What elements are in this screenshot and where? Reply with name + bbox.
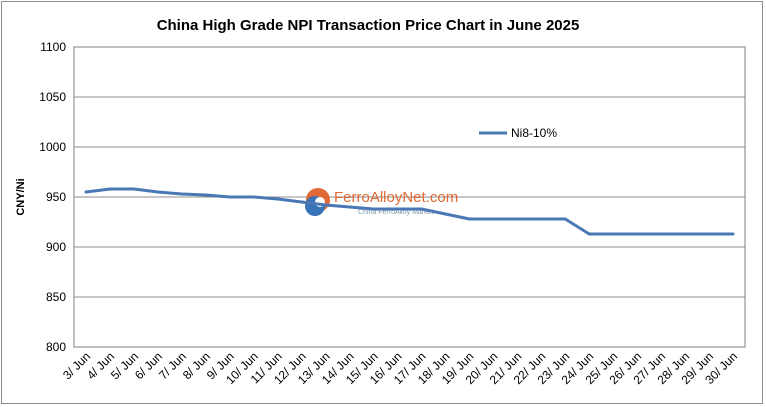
data-point xyxy=(180,192,184,196)
data-point xyxy=(252,195,256,199)
y-tick-label: 1000 xyxy=(39,140,66,154)
watermark-subtext: China FerroAlloy Market xyxy=(358,209,434,216)
data-point xyxy=(731,232,735,236)
data-point xyxy=(204,193,208,197)
data-point xyxy=(515,217,519,221)
data-point xyxy=(396,207,400,211)
data-point xyxy=(132,187,136,191)
series-line xyxy=(85,187,733,236)
data-point xyxy=(443,212,447,216)
y-axis-ticks: 800 850 900 950 1000 1050 1100 xyxy=(39,40,66,354)
y-tick-label: 950 xyxy=(46,190,66,204)
data-point xyxy=(324,203,328,207)
data-point xyxy=(587,232,591,236)
data-point xyxy=(84,190,88,194)
legend-label: Ni8-10% xyxy=(511,126,557,140)
y-tick-label: 800 xyxy=(46,340,66,354)
data-point xyxy=(707,232,711,236)
y-axis-label: CNY/Ni xyxy=(15,178,27,215)
data-point xyxy=(635,232,639,236)
y-tick-label: 1050 xyxy=(39,90,66,104)
data-point xyxy=(611,232,615,236)
data-point xyxy=(108,187,112,191)
y-tick-label: 850 xyxy=(46,290,66,304)
data-point xyxy=(659,232,663,236)
data-point xyxy=(419,207,423,211)
data-point xyxy=(276,197,280,201)
y-tick-label: 1100 xyxy=(40,40,66,54)
data-point xyxy=(563,217,567,221)
y-tick-label: 900 xyxy=(46,240,66,254)
data-point xyxy=(300,200,304,204)
data-point xyxy=(683,232,687,236)
plot-area-border xyxy=(73,46,746,348)
data-point xyxy=(156,190,160,194)
data-point xyxy=(491,217,495,221)
data-point xyxy=(539,217,543,221)
gridlines xyxy=(74,96,745,298)
data-point xyxy=(228,195,232,199)
legend: Ni8-10% xyxy=(479,126,557,140)
data-point xyxy=(348,205,352,209)
data-point xyxy=(467,217,471,221)
watermark-text: FerroAlloyNet.com xyxy=(334,189,458,206)
series-layer xyxy=(84,187,735,236)
chart-title: China High Grade NPI Transaction Price C… xyxy=(157,17,580,34)
data-point xyxy=(372,207,376,211)
